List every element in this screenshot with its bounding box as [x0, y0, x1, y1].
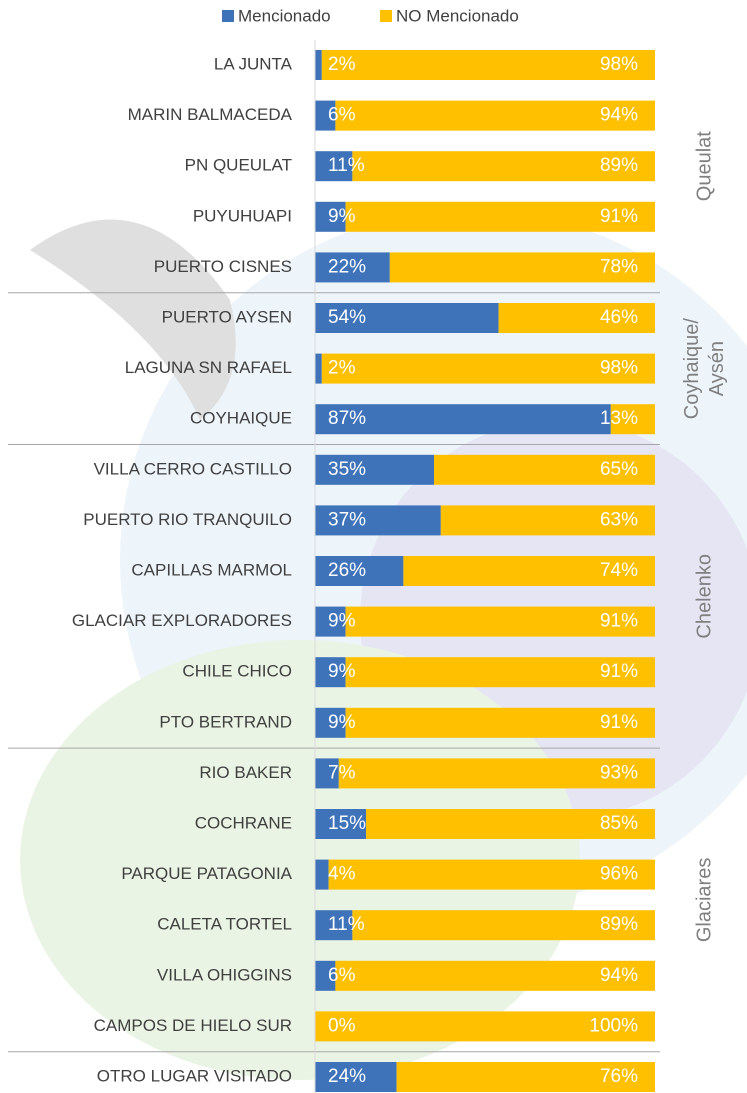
category-label: VILLA CERRO CASTILLO [94, 459, 292, 478]
value-label: 76% [600, 1066, 638, 1087]
category-label: LA JUNTA [214, 54, 293, 73]
category-label: PUERTO AYSEN [162, 307, 292, 326]
value-label: 24% [328, 1066, 366, 1087]
bar-segment [315, 354, 322, 384]
category-label: PARQUE PATAGONIA [121, 864, 292, 883]
group-label: Chelenko [693, 554, 715, 639]
category-label: VILLA OHIGGINS [157, 965, 292, 984]
value-label: 9% [328, 661, 356, 682]
category-label: PUYUHUAPI [193, 206, 292, 225]
value-label: 37% [328, 509, 366, 530]
bar-segment [315, 860, 329, 890]
group-label: Queulat [693, 131, 715, 201]
value-label: 85% [600, 813, 638, 834]
value-label: 11% [328, 155, 365, 176]
value-label: 91% [600, 661, 638, 682]
category-label: CAPILLAS MARMOL [131, 560, 292, 579]
legend-swatch [380, 10, 392, 22]
value-label: 87% [328, 408, 366, 429]
value-label: 9% [328, 611, 356, 632]
value-label: 26% [328, 560, 366, 581]
value-label: 74% [600, 560, 638, 581]
value-label: 94% [600, 965, 638, 986]
category-label: OTRO LUGAR VISITADO [97, 1066, 292, 1085]
value-label: 9% [328, 712, 356, 733]
category-label: PN QUEULAT [185, 156, 292, 175]
category-label: CHILE CHICO [182, 662, 292, 681]
value-label: 89% [600, 155, 638, 176]
value-label: 0% [328, 1015, 356, 1036]
chart: Mencionado NO Mencionado LA JUNTA MARIN BAL… [0, 0, 747, 1093]
group-label: Aysén [706, 341, 728, 396]
category-label: PUERTO CISNES [154, 257, 292, 276]
category-label: MARIN BALMACEDA [128, 105, 293, 124]
value-label: 13% [600, 408, 638, 429]
legend-label: Mencionado [238, 6, 331, 25]
value-label: 91% [600, 712, 638, 733]
category-label: COYHAIQUE [190, 409, 292, 428]
value-label: 98% [600, 54, 638, 75]
value-label: 15% [328, 813, 366, 834]
value-label: 78% [600, 256, 638, 277]
category-label: PTO BERTRAND [159, 712, 292, 731]
value-label: 65% [600, 459, 638, 480]
category-label: COCHRANE [195, 813, 292, 832]
value-label: 54% [328, 307, 366, 328]
background-decoration [20, 210, 747, 1080]
category-label: CALETA TORTEL [157, 915, 292, 934]
value-label: 93% [600, 762, 638, 783]
value-label: 94% [600, 105, 638, 126]
value-label: 91% [600, 206, 638, 227]
value-label: 2% [328, 54, 356, 75]
category-label: PUERTO RIO TRANQUILO [83, 510, 292, 529]
legend-label: NO Mencionado [396, 6, 519, 25]
category-label: LAGUNA SN RAFAEL [125, 358, 292, 377]
bar-segment [315, 50, 322, 80]
value-label: 6% [328, 965, 356, 986]
category-label: CAMPOS DE HIELO SUR [94, 1016, 292, 1035]
value-label: 4% [328, 864, 356, 885]
value-label: 11% [328, 914, 365, 935]
value-label: 89% [600, 914, 638, 935]
value-label: 63% [600, 509, 638, 530]
value-label: 46% [600, 307, 638, 328]
value-label: 100% [589, 1015, 638, 1036]
value-label: 9% [328, 206, 356, 227]
value-label: 98% [600, 358, 638, 379]
value-label: 91% [600, 611, 638, 632]
group-label: Coyhaique/ [681, 318, 703, 420]
group-label: Glaciares [693, 858, 715, 942]
category-label: RIO BAKER [199, 763, 292, 782]
value-label: 2% [328, 358, 356, 379]
value-label: 35% [328, 459, 366, 480]
legend-swatch [222, 10, 234, 22]
value-label: 6% [328, 105, 356, 126]
value-label: 7% [328, 762, 356, 783]
category-label: GLACIAR EXPLORADORES [72, 611, 292, 630]
value-label: 96% [600, 864, 638, 885]
value-label: 22% [328, 256, 366, 277]
